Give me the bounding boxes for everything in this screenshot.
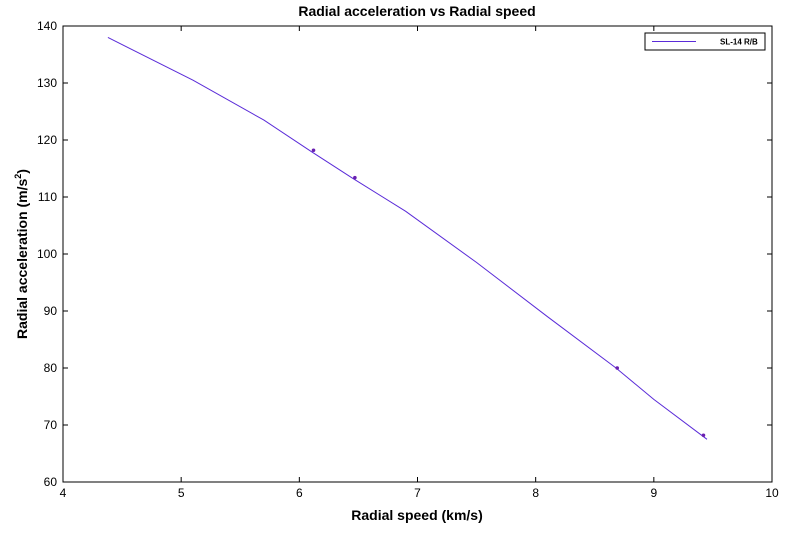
y-tick-label: 120	[37, 133, 57, 147]
y-axis-label-superscript: 2	[13, 174, 23, 179]
series-line-sl-14-rb	[107, 36, 708, 440]
data-point	[311, 148, 316, 153]
y-axis-label-text: Radial acceleration (m/s	[14, 178, 30, 339]
x-tick-label: 8	[532, 486, 539, 500]
x-axis: 4 5 6 7 8 9 10	[60, 26, 779, 500]
y-tick-label: 130	[37, 76, 57, 90]
x-tick-label: 6	[296, 486, 303, 500]
y-tick-label: 110	[38, 190, 57, 204]
x-axis-label: Radial speed (km/s)	[351, 507, 483, 523]
y-tick-label: 140	[37, 19, 57, 33]
legend-entry-label: SL-14 R/B	[720, 38, 758, 47]
y-axis: 60 70 80 90 100 110 120 130 140	[37, 19, 772, 489]
x-tick-label: 7	[414, 486, 421, 500]
data-point	[353, 175, 357, 180]
data-markers	[311, 148, 706, 438]
y-axis-label: Radial acceleration (m/s2)	[13, 169, 30, 339]
data-point	[615, 366, 620, 370]
x-tick-label: 9	[650, 486, 657, 500]
chart-title: Radial acceleration vs Radial speed	[298, 3, 535, 19]
y-tick-label: 70	[44, 418, 58, 432]
legend: SL-14 R/B	[644, 32, 766, 51]
plot-area-frame	[62, 25, 773, 483]
x-tick-label: 5	[178, 486, 185, 500]
x-tick-label: 4	[60, 486, 67, 500]
legend-box	[644, 32, 766, 51]
y-tick-label: 90	[44, 304, 58, 318]
data-point	[701, 433, 706, 438]
y-tick-label: 60	[44, 475, 58, 489]
x-tick-label: 10	[765, 486, 779, 500]
y-tick-label: 80	[44, 361, 58, 375]
y-tick-label: 100	[37, 247, 57, 261]
y-axis-label-close: )	[14, 169, 30, 174]
